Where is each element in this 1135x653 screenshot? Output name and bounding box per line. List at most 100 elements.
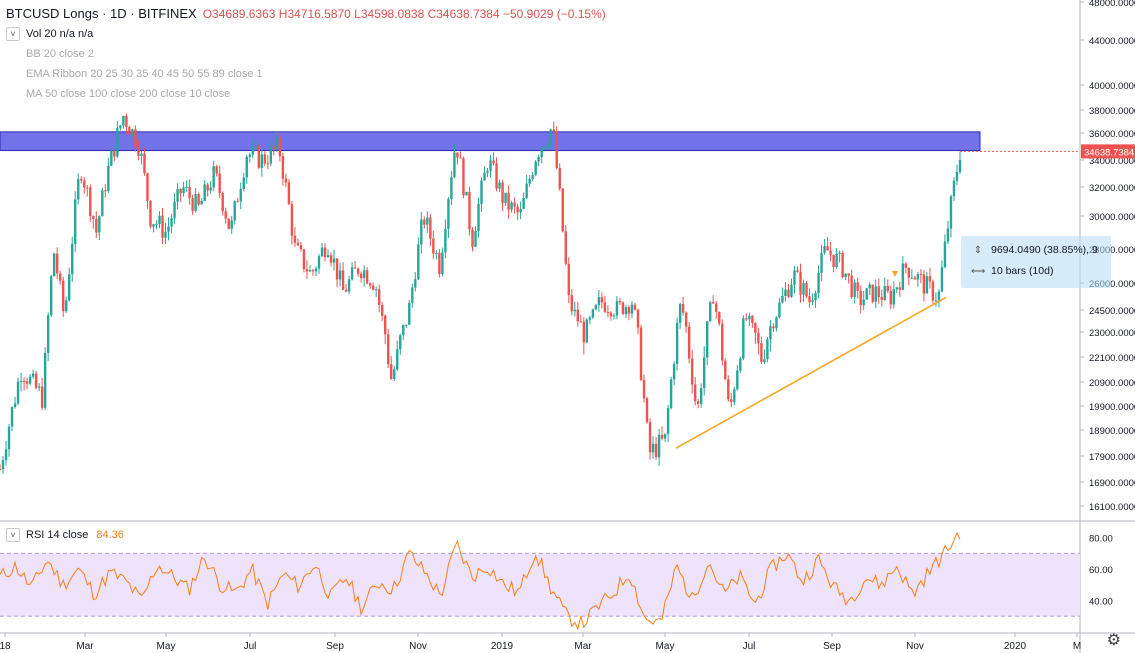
candle-body xyxy=(164,231,167,238)
candle-body xyxy=(645,398,649,423)
candle-body xyxy=(61,280,65,312)
candle-body xyxy=(660,434,664,439)
candle-body xyxy=(841,252,844,278)
candle-body xyxy=(793,270,796,285)
candle-body xyxy=(441,252,444,275)
candle-body xyxy=(399,335,402,350)
candle-body xyxy=(344,289,348,292)
candle-body xyxy=(955,171,959,181)
candle-body xyxy=(40,386,44,408)
candle-body xyxy=(387,334,390,365)
collapse-chevron-icon[interactable]: ˅ xyxy=(6,528,20,542)
candle-body xyxy=(107,165,110,192)
candle-body xyxy=(290,204,294,236)
candle-body xyxy=(868,284,871,289)
candle-body xyxy=(537,157,540,162)
candle-body xyxy=(889,291,892,305)
candle-body xyxy=(347,279,351,292)
candle-body xyxy=(275,137,279,149)
price-tick-label: 20900.0000 xyxy=(1089,378,1135,389)
candle-body xyxy=(489,160,492,171)
candle-body xyxy=(576,309,580,322)
candle-body xyxy=(158,215,161,224)
candle-body xyxy=(687,326,691,359)
candle-body xyxy=(597,297,601,306)
candle-body xyxy=(871,284,874,302)
candle-body xyxy=(712,302,715,304)
time-tick-label: 2019 xyxy=(491,641,514,652)
candle-body xyxy=(510,202,513,210)
symbol-title[interactable]: BTCUSD Longs · 1D · BITFINEX xyxy=(6,6,197,21)
candle-body xyxy=(116,128,119,157)
indicator-row-ma[interactable]: MA 50 close 100 close 200 close 10 close xyxy=(6,84,606,104)
time-tick-label: Mar xyxy=(76,641,94,652)
candle-body xyxy=(736,370,739,390)
candle-body xyxy=(805,282,808,297)
indicator-label: EMA Ribbon 20 25 30 35 40 45 50 55 89 cl… xyxy=(26,68,263,80)
candle-body xyxy=(483,172,486,181)
candle-body xyxy=(715,303,718,312)
candle-body xyxy=(898,287,902,290)
candle-body xyxy=(417,244,420,280)
indicator-row-vol[interactable]: ˅ Vol 20 n/a n/a xyxy=(6,24,606,44)
candle-body xyxy=(101,190,104,217)
rsi-tick-label: 40.00 xyxy=(1089,597,1113,608)
candle-body xyxy=(651,443,655,453)
candle-body xyxy=(618,301,622,303)
candle-body xyxy=(194,193,197,211)
candle-body xyxy=(498,182,501,189)
indicator-row-ema-ribbon[interactable]: EMA Ribbon 20 25 30 35 40 45 50 55 89 cl… xyxy=(6,64,606,84)
candle-body xyxy=(110,150,113,166)
candle-body xyxy=(477,203,480,231)
candle-body xyxy=(666,408,670,434)
candle-body xyxy=(672,363,676,380)
candle-body xyxy=(146,173,149,201)
candle-body xyxy=(311,270,315,272)
collapse-chevron-icon[interactable]: ˅ xyxy=(6,27,20,41)
candle-body xyxy=(760,343,763,363)
candle-body xyxy=(516,206,519,213)
price-tick-label: 18900.0000 xyxy=(1089,426,1135,437)
candle-body xyxy=(925,276,929,294)
price-tick-label: 36000.0000 xyxy=(1089,129,1135,140)
candle-body xyxy=(332,258,336,263)
candle-body xyxy=(904,263,908,268)
candle-body xyxy=(380,304,384,316)
candle-body xyxy=(883,285,886,300)
candle-body xyxy=(353,267,357,269)
rsi-tick-label: 80.00 xyxy=(1089,534,1113,545)
candle-body xyxy=(916,274,920,280)
candle-body xyxy=(754,322,757,333)
candle-body xyxy=(675,322,679,364)
candle-body xyxy=(356,268,360,274)
candle-body xyxy=(751,315,754,323)
candle-body xyxy=(853,282,856,298)
candle-body xyxy=(426,217,429,225)
candle-body xyxy=(10,407,14,427)
candle-body xyxy=(796,270,799,273)
candle-body xyxy=(627,307,631,314)
time-tick-label: May xyxy=(157,641,176,652)
candle-body xyxy=(414,279,417,288)
candle-body xyxy=(504,192,507,203)
candle-body xyxy=(669,379,673,409)
candle-body xyxy=(474,230,477,247)
price-tick-label: 16900.0000 xyxy=(1089,478,1135,489)
candle-body xyxy=(119,125,122,129)
support-trendline xyxy=(675,296,947,449)
candle-body xyxy=(591,309,595,318)
time-tick-label: Sep xyxy=(326,641,344,652)
rsi-legend[interactable]: ˅ RSI 14 close 84.36 xyxy=(6,528,124,542)
candle-body xyxy=(92,216,95,219)
indicator-row-bb[interactable]: BB 20 close 2 xyxy=(6,44,606,64)
gear-icon[interactable]: ⚙ xyxy=(1106,632,1121,649)
candle-body xyxy=(922,274,926,294)
candle-body xyxy=(447,199,450,229)
candle-body xyxy=(654,443,658,458)
price-tick-label: 34000.0000 xyxy=(1089,156,1135,167)
candle-body xyxy=(131,129,134,135)
candle-body xyxy=(302,249,306,270)
candle-body xyxy=(173,201,176,219)
candle-body xyxy=(528,179,531,184)
